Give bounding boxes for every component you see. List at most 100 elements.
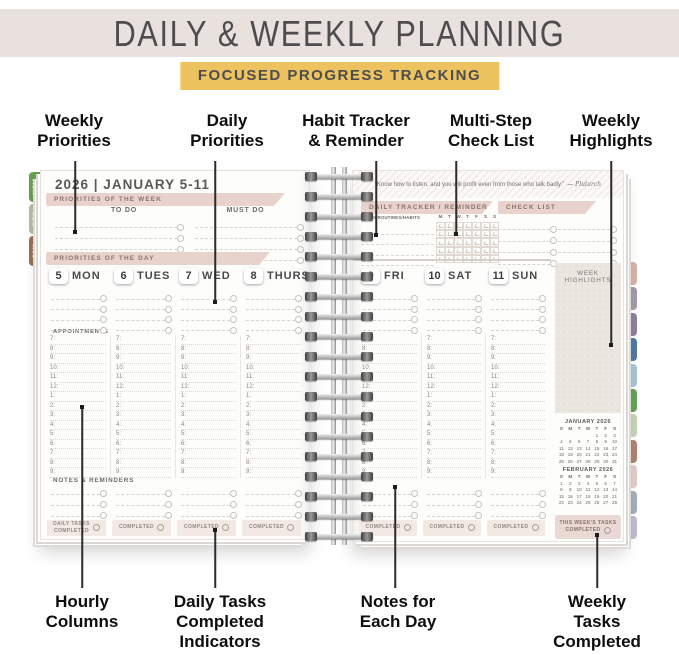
priority-line bbox=[116, 310, 172, 323]
hour-row: 10: bbox=[246, 364, 301, 373]
spiral-clamp-right bbox=[361, 232, 373, 241]
habit-grid-cell bbox=[463, 230, 472, 239]
calendar-date: 27 bbox=[576, 458, 582, 464]
day-number: 7 bbox=[179, 268, 198, 284]
calendar-date: 19 bbox=[567, 452, 573, 457]
calendar-date: 15 bbox=[594, 445, 600, 451]
spiral-clamp-right bbox=[361, 472, 373, 481]
priority-line bbox=[246, 310, 302, 323]
habit-grid-cell bbox=[445, 238, 454, 247]
day-header: 10 SAT bbox=[421, 265, 485, 287]
hour-row: 10: bbox=[491, 364, 545, 373]
calendar-date: 19 bbox=[594, 493, 600, 499]
calendar-date: 27 bbox=[603, 500, 609, 505]
note-line bbox=[181, 495, 237, 508]
spiral-loop bbox=[305, 432, 373, 441]
spiral-loop bbox=[305, 412, 373, 421]
calendar-day-header: M bbox=[568, 426, 573, 431]
calendar-date: 28 bbox=[585, 458, 591, 464]
day-header: 7 WED bbox=[175, 265, 240, 287]
todo-line bbox=[55, 228, 184, 242]
hour-row: 8: bbox=[116, 459, 171, 468]
hour-row: 10: bbox=[181, 364, 236, 373]
spiral-clamp-right bbox=[361, 512, 373, 521]
quote-text: “Know how to listen, and you will profit… bbox=[374, 181, 565, 188]
hour-row: 8: bbox=[491, 459, 545, 468]
note-line bbox=[427, 495, 482, 508]
spiral-clamp-left bbox=[305, 512, 317, 521]
calendar-day-header: F bbox=[604, 474, 608, 479]
calendar-date: 22 bbox=[558, 500, 564, 505]
habit-grid-cell bbox=[463, 246, 472, 255]
hour-row: 2: bbox=[427, 402, 481, 411]
hour-row: 7: bbox=[116, 335, 171, 345]
hour-row: 2: bbox=[181, 402, 236, 411]
page-title: DAILY & WEEKLY PLANNING bbox=[113, 13, 566, 54]
calendar-date: 20 bbox=[576, 452, 582, 457]
tracker-day-initial: S bbox=[492, 214, 497, 219]
habit-grid-cell bbox=[490, 254, 499, 263]
hour-row: 4: bbox=[246, 421, 301, 430]
notes-lines bbox=[421, 484, 485, 519]
calendar-day-header: T bbox=[577, 474, 581, 479]
hour-row: 9: bbox=[181, 468, 236, 478]
day-name-label: MON bbox=[72, 270, 101, 282]
hour-row: 12: bbox=[246, 383, 301, 392]
todo-line bbox=[55, 239, 184, 253]
hour-row: 7: bbox=[116, 449, 171, 459]
priority-line bbox=[181, 300, 237, 312]
hour-row: 11: bbox=[181, 373, 236, 383]
spiral-loop bbox=[305, 292, 373, 301]
month-tab-label: DEC bbox=[32, 211, 39, 227]
month-tab-label: NOV bbox=[32, 179, 39, 195]
spiral-wire bbox=[312, 314, 366, 319]
note-line bbox=[116, 484, 172, 497]
note-line bbox=[427, 484, 482, 497]
hour-row: 11: bbox=[246, 373, 301, 383]
tracker-task-line bbox=[361, 224, 434, 235]
weekly-box-line2-row: COMPLETED bbox=[566, 527, 611, 534]
spiral-wire bbox=[312, 334, 366, 339]
callout-dot bbox=[393, 485, 397, 489]
tracker-day-initial: T bbox=[466, 214, 469, 219]
right-days-row: 9FRI7:8:9:10:11:12:1:2:3:4:5:6:7:8:9:COM… bbox=[357, 265, 549, 536]
callout-line bbox=[394, 487, 396, 588]
daily-priorities-lines bbox=[45, 287, 110, 333]
spiral-wire bbox=[312, 494, 366, 499]
calendar-date: 23 bbox=[567, 500, 573, 505]
note-line bbox=[246, 495, 302, 508]
hour-row: 3: bbox=[491, 411, 545, 421]
habit-grid-cell bbox=[454, 238, 463, 247]
hour-row: 7: bbox=[491, 335, 545, 345]
hour-row: 1: bbox=[50, 392, 106, 402]
callout-dot bbox=[374, 233, 378, 237]
spiral-clamp-right bbox=[361, 372, 373, 381]
hour-row: 2: bbox=[50, 402, 106, 411]
callout-label-daily-priorities: Daily Priorities bbox=[190, 111, 264, 151]
mustdo-line bbox=[195, 217, 304, 231]
calendar-date: 22 bbox=[594, 452, 600, 457]
spiral-clamp-left bbox=[305, 492, 317, 501]
calendar-date: 21 bbox=[585, 452, 591, 457]
spiral-clamp-left bbox=[305, 412, 317, 421]
note-line bbox=[363, 495, 418, 508]
hour-row: 2: bbox=[246, 402, 301, 411]
completed-circle bbox=[403, 524, 411, 531]
hourly-column: 7:8:9:10:11:12:1:2:3:4:5:6:7:8:9: bbox=[175, 335, 240, 478]
tracker-task-line bbox=[361, 235, 434, 246]
hour-row: 7: bbox=[181, 335, 236, 345]
hour-row: 9: bbox=[427, 468, 481, 478]
habit-grid-cell bbox=[445, 230, 454, 239]
hourly-column: 7:8:9:10:11:12:1:2:3:4:5:6:7:8:9: bbox=[110, 335, 175, 478]
hourly-column: 7:8:9:10:11:12:1:2:3:4:5:6:7:8:9: bbox=[357, 335, 421, 478]
spiral-clamp-left bbox=[305, 372, 317, 381]
hour-row: 9: bbox=[427, 354, 481, 364]
note-line bbox=[51, 484, 107, 497]
hour-row: 8: bbox=[116, 345, 171, 354]
spiral-wire bbox=[312, 254, 366, 259]
priority-line bbox=[363, 310, 418, 323]
priority-line bbox=[427, 289, 482, 302]
hour-row: 11: bbox=[50, 373, 106, 383]
calendar-date: 26 bbox=[567, 458, 573, 464]
hour-row: 1: bbox=[246, 392, 301, 402]
